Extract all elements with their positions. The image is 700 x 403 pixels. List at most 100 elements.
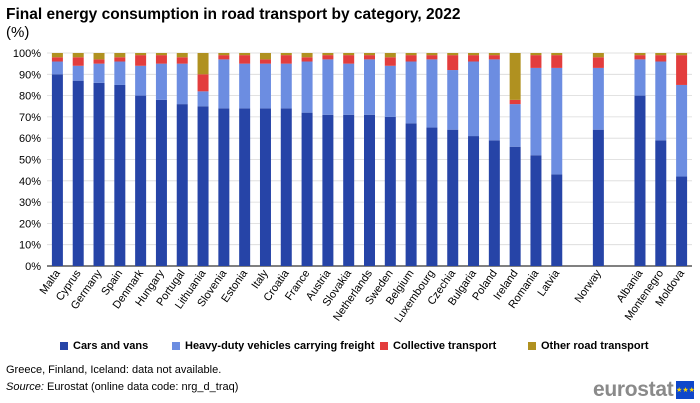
bar-segment-freight [676, 84, 688, 177]
bar-segment-freight [405, 61, 417, 124]
bar-segment-other [322, 53, 334, 56]
legend-swatch-collective [380, 342, 388, 350]
bar-segment-cars [176, 104, 188, 267]
bar-segment-collective [218, 55, 230, 60]
bar-segment-other [218, 53, 230, 56]
bar-segment-freight [447, 70, 459, 130]
bar-segment-collective [114, 57, 126, 62]
bar-segment-other [343, 53, 355, 56]
legend-swatch-cars [60, 342, 68, 350]
bar-segment-other [135, 53, 147, 56]
x-tick-label: Norway [573, 267, 605, 305]
y-tick-label: 50% [19, 155, 41, 167]
bar-segment-freight [384, 65, 396, 117]
bar-segment-other [592, 53, 604, 58]
bar-segment-freight [218, 59, 230, 109]
stacked-bar-chart: 0%10%20%30%40%50%60%70%80%90%100%MaltaCy… [13, 48, 692, 325]
bar-segment-freight [51, 61, 63, 75]
bar-segment-other [426, 53, 438, 56]
bar-segment-other [551, 53, 563, 56]
chart-title: Final energy consumption in road transpo… [6, 6, 461, 23]
bar-segment-other [197, 53, 209, 75]
bar-segment-cars [426, 127, 438, 266]
y-tick-label: 90% [19, 69, 41, 81]
bar-segment-collective [551, 55, 563, 68]
bar-segment-other [51, 53, 63, 58]
legend-item-other: Other road transport [528, 340, 649, 352]
bar-segment-cars [114, 84, 126, 266]
bar-segment-other [634, 53, 646, 56]
bar-segment-cars [592, 129, 604, 266]
legend-label-collective: Collective transport [393, 340, 497, 352]
y-tick-label: 20% [19, 218, 41, 230]
bar-segment-cars [405, 123, 417, 266]
bar-segment-collective [259, 59, 271, 64]
legend-label-freight: Heavy-duty vehicles carrying freight [185, 340, 375, 352]
bar-segment-freight [301, 61, 313, 113]
bar-segment-collective [530, 55, 542, 68]
eu-flag-icon: ★★★ [676, 381, 695, 399]
bar-segment-other [405, 53, 417, 56]
bar-segment-collective [509, 99, 521, 105]
bar-segment-collective [447, 55, 459, 71]
bar-segment-freight [488, 59, 500, 141]
bar-segment-cars [259, 108, 271, 266]
y-tick-label: 80% [19, 91, 41, 103]
y-tick-label: 70% [19, 112, 41, 124]
bar-segment-freight [176, 63, 188, 105]
bar-segment-collective [592, 57, 604, 68]
bar-segment-cars [155, 99, 167, 266]
y-tick-label: 100% [13, 48, 41, 60]
bar-segment-freight [343, 63, 355, 115]
bar-segment-collective [280, 55, 292, 64]
bar-segment-cars [551, 174, 563, 266]
bar-segment-cars [72, 80, 84, 266]
bar-segment-cars [447, 129, 459, 266]
source-label: Source: [6, 381, 44, 393]
bar-segment-cars [93, 82, 105, 266]
bar-segment-other [239, 53, 251, 56]
legend-item-cars: Cars and vans [60, 340, 148, 352]
bar-segment-other [530, 53, 542, 56]
bar-segment-collective [364, 55, 375, 60]
bar-segment-freight [239, 63, 251, 109]
legend-item-collective: Collective transport [380, 340, 496, 352]
chart-unit: (%) [6, 24, 30, 41]
bar-segment-freight [280, 63, 292, 109]
x-tick-label: Latvia [536, 267, 563, 299]
legend-swatch-other [528, 342, 536, 350]
legend-item-freight: Heavy-duty vehicles carrying freight [172, 340, 375, 352]
bar-segment-other [93, 53, 105, 60]
bar-segment-freight [468, 61, 480, 137]
missing-data-note: Greece, Finland, Iceland: data not avail… [6, 364, 222, 376]
bar-segment-freight [509, 104, 521, 147]
bar-segment-other [676, 53, 688, 56]
bar-segment-other [364, 53, 375, 56]
bar-segment-cars [280, 108, 292, 266]
bar-segment-freight [551, 67, 563, 175]
bar-segment-other [114, 53, 126, 58]
y-tick-label: 60% [19, 133, 41, 145]
bar-segment-other [509, 53, 521, 100]
bar-segment-freight [426, 59, 438, 128]
y-tick-label: 0% [25, 261, 41, 273]
bar-segment-collective [93, 59, 105, 64]
bar-segment-freight [655, 61, 667, 141]
bar-segment-other [155, 53, 167, 56]
bar-segment-cars [51, 74, 63, 266]
bar-segment-cars [384, 116, 396, 267]
bar-segment-freight [364, 59, 375, 115]
bar-segment-freight [155, 63, 167, 100]
bar-segment-cars [301, 112, 313, 266]
bar-segment-cars [343, 114, 355, 267]
bar-segment-freight [197, 91, 209, 107]
bar-segment-cars [655, 140, 667, 266]
legend-label-other: Other road transport [541, 340, 649, 352]
bar-segment-collective [488, 55, 500, 60]
bar-segment-cars [322, 114, 334, 267]
bar-segment-collective [655, 55, 667, 62]
bar-segment-cars [197, 106, 209, 266]
bar-segment-collective [239, 55, 251, 64]
bar-segment-other [468, 53, 480, 56]
eurostat-logo: eurostat ★★★ [593, 378, 695, 402]
